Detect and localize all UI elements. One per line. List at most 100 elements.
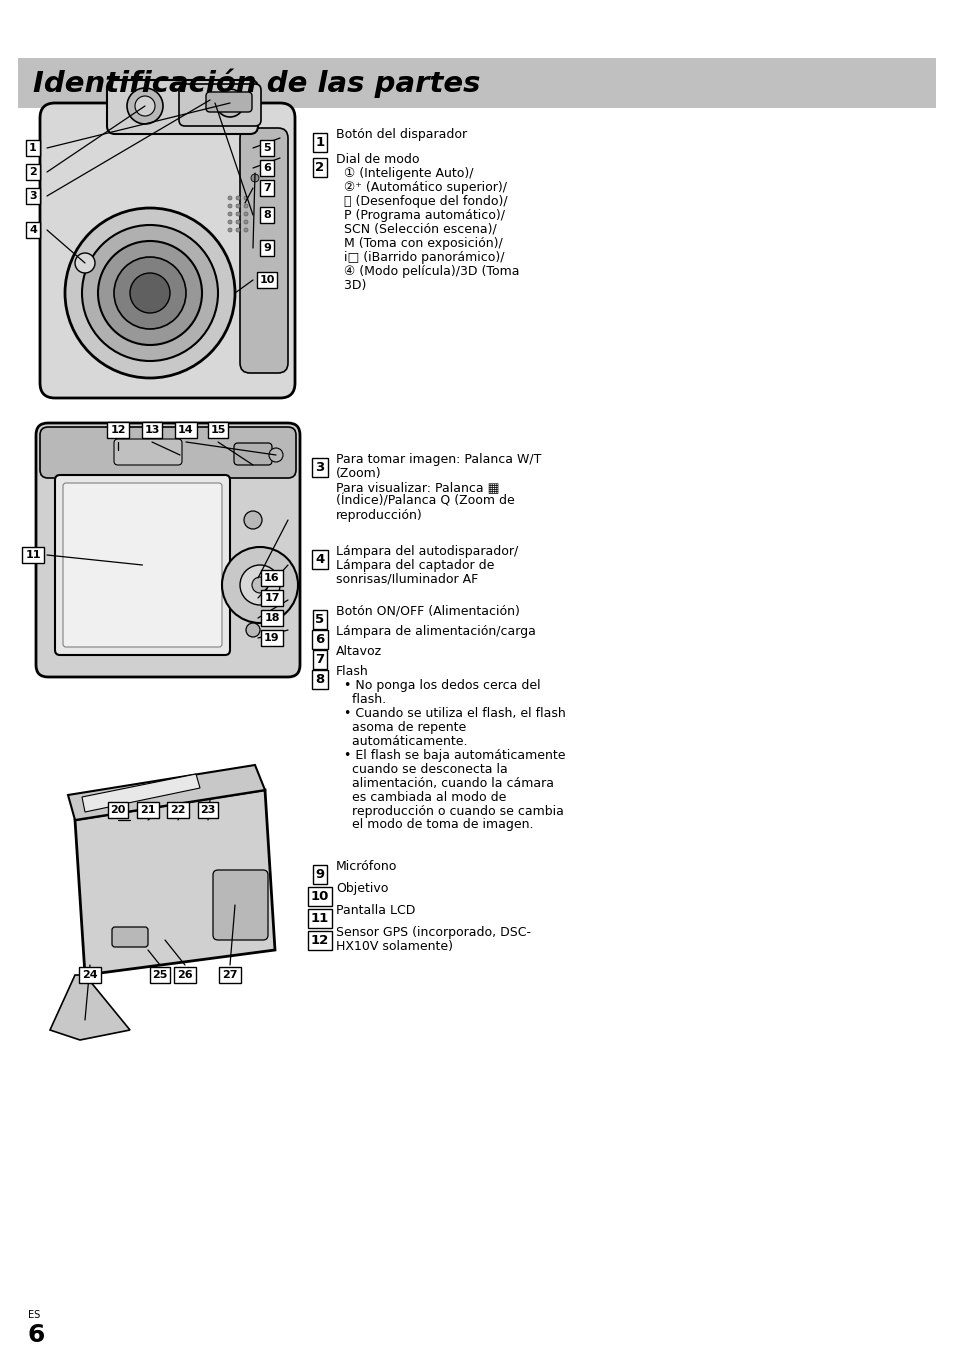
Circle shape [113,256,186,329]
Circle shape [65,208,234,378]
Circle shape [130,273,170,313]
Text: 18: 18 [264,613,279,622]
Text: 11: 11 [311,913,329,925]
Text: (Índice)/Palanca Q (Zoom de: (Índice)/Palanca Q (Zoom de [335,495,515,508]
Text: Objetivo: Objetivo [335,882,388,895]
FancyBboxPatch shape [40,427,295,478]
Circle shape [228,228,232,232]
Text: 8: 8 [315,674,324,686]
Text: Pantalla LCD: Pantalla LCD [335,904,415,917]
Text: Micrófono: Micrófono [335,860,397,873]
Text: • No ponga los dedos cerca del: • No ponga los dedos cerca del [335,679,540,693]
Circle shape [251,174,258,182]
Circle shape [135,96,154,116]
Text: 20: 20 [111,805,126,815]
Text: 14: 14 [178,425,193,435]
Text: P (Programa automático)/: P (Programa automático)/ [335,209,504,221]
Text: sonrisas/Iluminador AF: sonrisas/Iluminador AF [335,572,477,586]
Text: Botón ON/OFF (Alimentación): Botón ON/OFF (Alimentación) [335,605,519,618]
Text: 3: 3 [30,190,37,201]
FancyBboxPatch shape [40,103,294,398]
FancyBboxPatch shape [113,439,182,464]
Text: 8: 8 [263,211,271,220]
Text: 1: 1 [30,143,37,153]
Text: es cambiada al modo de: es cambiada al modo de [335,791,506,803]
Circle shape [244,204,248,208]
Text: M (Toma con exposición)/: M (Toma con exposición)/ [335,236,502,250]
Circle shape [222,547,297,622]
Circle shape [244,196,248,200]
Text: 19: 19 [264,633,279,643]
Text: 10: 10 [259,275,274,285]
Circle shape [244,512,262,529]
Text: 7: 7 [315,653,324,666]
Text: el modo de toma de imagen.: el modo de toma de imagen. [335,818,533,832]
FancyBboxPatch shape [179,84,261,126]
Text: Flash: Flash [335,666,369,678]
Text: • El flash se baja automáticamente: • El flash se baja automáticamente [335,749,565,761]
Circle shape [228,212,232,216]
Text: Para tomar imagen: Palanca W/T: Para tomar imagen: Palanca W/T [335,454,540,466]
FancyBboxPatch shape [63,483,222,647]
FancyBboxPatch shape [107,80,257,134]
FancyBboxPatch shape [55,475,230,655]
Text: automáticamente.: automáticamente. [335,734,467,748]
Text: Lámpara del captador de: Lámpara del captador de [335,559,494,572]
Text: ④ (Modo película)/3D (Toma: ④ (Modo película)/3D (Toma [335,265,519,278]
Circle shape [228,220,232,224]
FancyBboxPatch shape [240,128,288,373]
Circle shape [75,252,95,273]
Text: 5: 5 [263,143,271,153]
Circle shape [252,576,268,593]
Text: 10: 10 [311,890,329,903]
Text: ① (Inteligente Auto)/: ① (Inteligente Auto)/ [335,167,473,180]
Text: 3: 3 [315,460,324,474]
Text: Para visualizar: Palanca ▦: Para visualizar: Palanca ▦ [335,481,498,494]
Text: 12: 12 [311,934,329,946]
Circle shape [235,204,240,208]
Polygon shape [50,975,130,1040]
Text: 17: 17 [264,593,279,603]
Circle shape [127,88,163,124]
FancyBboxPatch shape [206,92,252,112]
FancyBboxPatch shape [112,927,148,946]
Circle shape [240,566,280,605]
Text: 21: 21 [140,805,155,815]
Text: 5: 5 [315,613,324,626]
Circle shape [235,196,240,200]
Circle shape [228,204,232,208]
Text: 3D): 3D) [335,278,366,292]
Text: Identificación de las partes: Identificación de las partes [33,69,480,97]
Text: HX10V solamente): HX10V solamente) [335,940,453,953]
Text: 6: 6 [315,633,324,647]
Text: 9: 9 [315,868,324,882]
Circle shape [235,220,240,224]
Text: 7: 7 [263,184,271,193]
Text: Altavoz: Altavoz [335,645,382,657]
Text: 16: 16 [264,572,279,583]
Circle shape [235,212,240,216]
Circle shape [244,212,248,216]
Circle shape [98,242,202,346]
Polygon shape [75,790,274,975]
Text: reproducción): reproducción) [335,509,422,522]
Text: flash.: flash. [335,693,386,706]
Text: 13: 13 [144,425,159,435]
Text: 25: 25 [152,971,168,980]
Text: 22: 22 [170,805,186,815]
Circle shape [244,228,248,232]
Text: 15: 15 [210,425,226,435]
Text: 1: 1 [315,136,324,148]
Circle shape [246,622,260,637]
Text: Sensor GPS (incorporado, DSC-: Sensor GPS (incorporado, DSC- [335,926,531,940]
Text: SCN (Selección escena)/: SCN (Selección escena)/ [335,223,497,236]
Text: 26: 26 [177,971,193,980]
Circle shape [269,448,283,462]
Text: 27: 27 [222,971,237,980]
Text: 6: 6 [28,1323,46,1347]
Text: 24: 24 [82,971,98,980]
Text: reproducción o cuando se cambia: reproducción o cuando se cambia [335,805,563,818]
Text: Lámpara del autodisparador/: Lámpara del autodisparador/ [335,545,517,558]
Text: • Cuando se utiliza el flash, el flash: • Cuando se utiliza el flash, el flash [335,707,565,720]
Circle shape [244,220,248,224]
